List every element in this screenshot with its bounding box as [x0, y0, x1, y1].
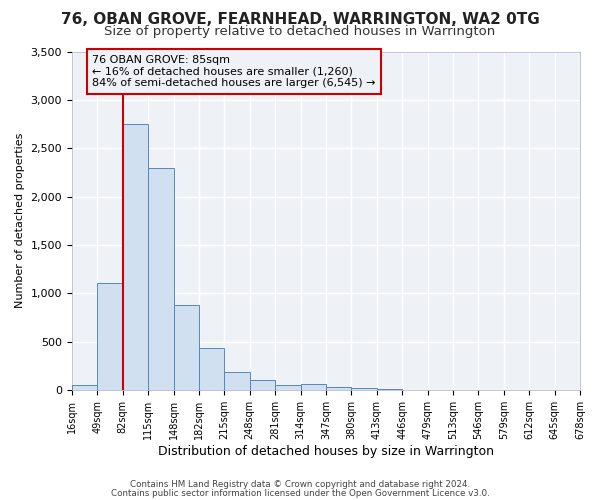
- Text: 76, OBAN GROVE, FEARNHEAD, WARRINGTON, WA2 0TG: 76, OBAN GROVE, FEARNHEAD, WARRINGTON, W…: [61, 12, 539, 28]
- Y-axis label: Number of detached properties: Number of detached properties: [15, 133, 25, 308]
- Text: Contains public sector information licensed under the Open Government Licence v3: Contains public sector information licen…: [110, 488, 490, 498]
- Bar: [352, 388, 377, 390]
- Bar: [148, 168, 173, 390]
- Text: 76 OBAN GROVE: 85sqm
← 16% of detached houses are smaller (1,260)
84% of semi-de: 76 OBAN GROVE: 85sqm ← 16% of detached h…: [92, 55, 376, 88]
- Text: Size of property relative to detached houses in Warrington: Size of property relative to detached ho…: [104, 25, 496, 38]
- Bar: [224, 372, 250, 390]
- Bar: [123, 124, 148, 390]
- Bar: [326, 387, 352, 390]
- Text: Contains HM Land Registry data © Crown copyright and database right 2024.: Contains HM Land Registry data © Crown c…: [130, 480, 470, 489]
- Bar: [199, 348, 224, 390]
- Bar: [173, 305, 199, 390]
- Bar: [275, 384, 301, 390]
- Bar: [301, 384, 326, 390]
- Bar: [97, 282, 123, 390]
- Bar: [72, 385, 97, 390]
- Bar: [250, 380, 275, 390]
- X-axis label: Distribution of detached houses by size in Warrington: Distribution of detached houses by size …: [158, 444, 494, 458]
